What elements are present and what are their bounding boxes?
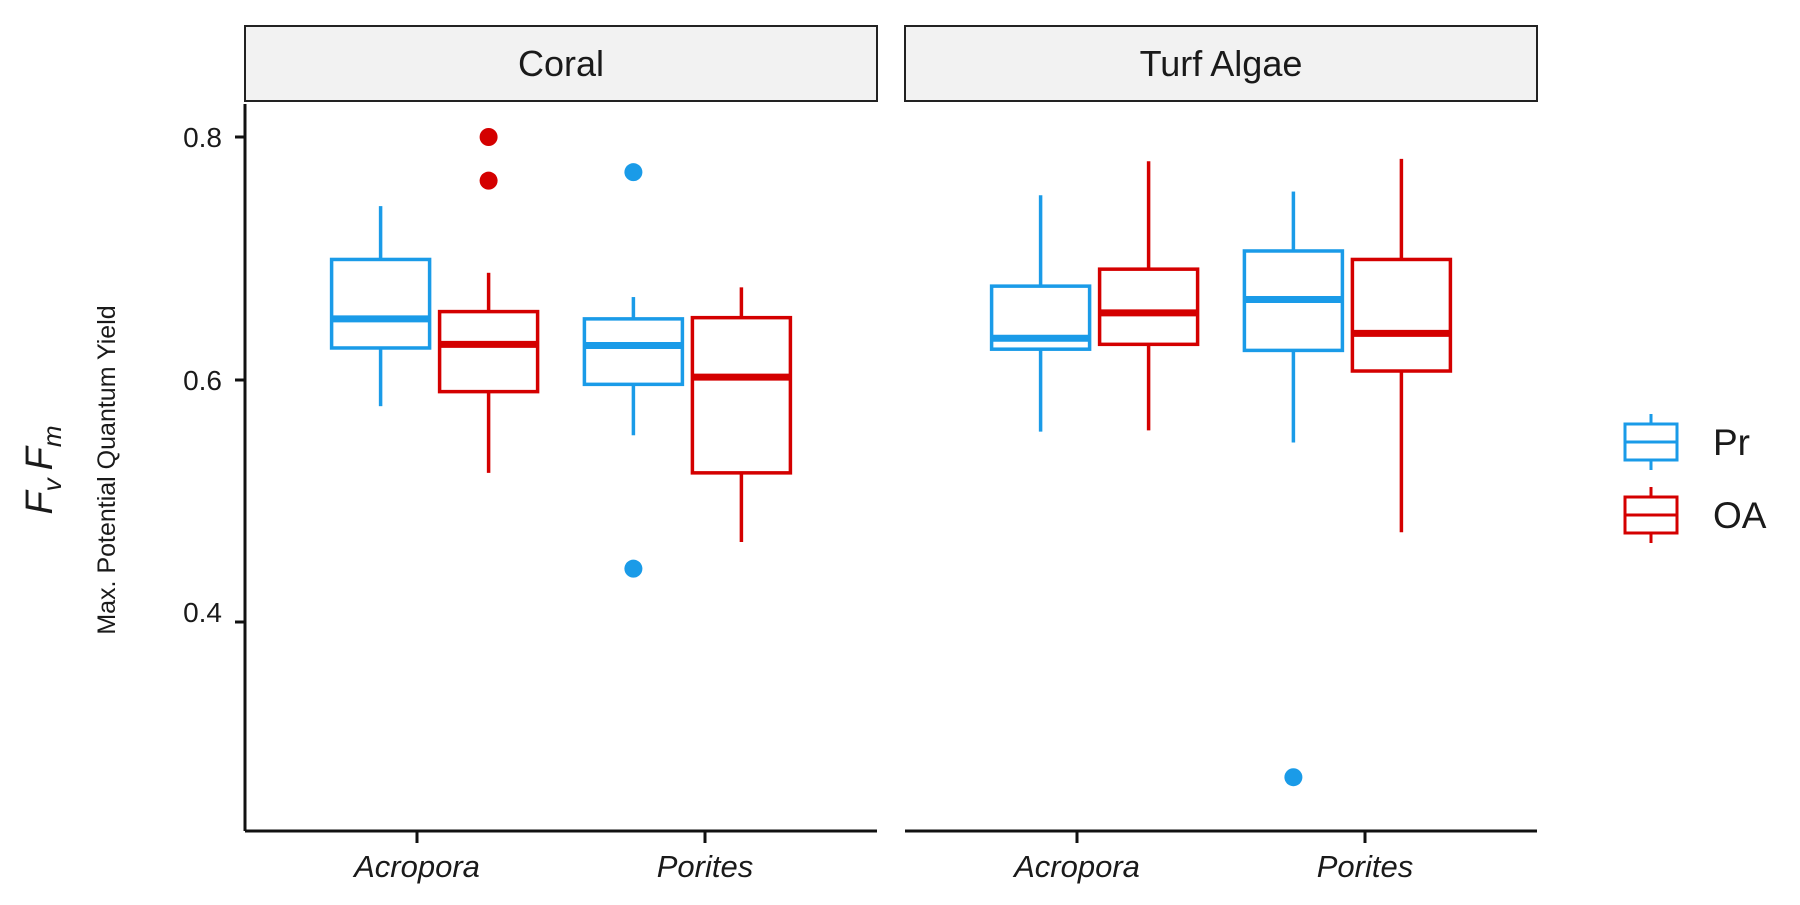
y-axis-title-main: FvFm	[19, 425, 67, 514]
y-axis-title-main-subscript: v	[37, 476, 67, 491]
outlier-point-oa-coral-acropora	[479, 171, 498, 190]
y-axis-title-sub: Max. Potential Quantum Yield	[93, 305, 121, 634]
y-tick-label: 0.8	[183, 122, 222, 153]
legend-key-pr: Pr	[1623, 414, 1750, 470]
facet-strip-coral-background	[244, 25, 878, 102]
outlier-point-oa-coral-acropora	[479, 128, 498, 146]
box-oa-turf-algae-porites	[1350, 257, 1453, 373]
box-oa-coral-porites	[690, 315, 793, 475]
y-axis-title-main-part: F	[19, 490, 61, 515]
x-tick-label-turf-algae-porites: Porites	[1317, 849, 1413, 884]
y-tick-label: 0.4	[183, 597, 222, 628]
box-pr-coral-porites	[582, 317, 685, 387]
outlier-point-pr-turf-algae-porites	[1284, 768, 1303, 787]
outlier-point-pr-coral-porites	[624, 163, 643, 182]
y-axis-ticks: 0.4 0.6 0.8	[183, 122, 245, 628]
y-axis-title-main-part: F	[19, 445, 61, 470]
box-marks-layer	[329, 128, 1453, 787]
facet-strip-turf-algae-label: Turf Algae	[1140, 43, 1303, 84]
legend-label-pr: Pr	[1713, 422, 1750, 463]
facet-strip-coral-label: Coral	[518, 43, 604, 84]
box-pr-coral-acropora	[329, 257, 432, 350]
legend-label-oa: OA	[1713, 495, 1767, 536]
x-tick-label-turf-algae-acropora: Acropora	[1012, 849, 1140, 884]
x-axis-ticks: Acropora Porites Acropora Porites	[352, 831, 1413, 884]
box-oa-coral-acropora	[437, 309, 540, 394]
x-tick-label-coral-porites: Porites	[657, 849, 753, 884]
facet-strip-turf-algae: Turf Algae	[904, 25, 1538, 102]
legend: Pr OA	[1623, 414, 1767, 543]
box-oa-turf-algae-acropora	[1097, 267, 1200, 347]
y-tick-label: 0.6	[183, 365, 222, 396]
facet-strip-coral: Coral	[244, 25, 878, 102]
x-tick-label-coral-acropora: Acropora	[352, 849, 480, 884]
y-axis-title-main-subscript: m	[37, 425, 67, 447]
outlier-point-pr-coral-porites	[624, 559, 643, 578]
legend-key-oa: OA	[1623, 487, 1767, 543]
facet-strip-turf-algae-background	[904, 25, 1538, 102]
